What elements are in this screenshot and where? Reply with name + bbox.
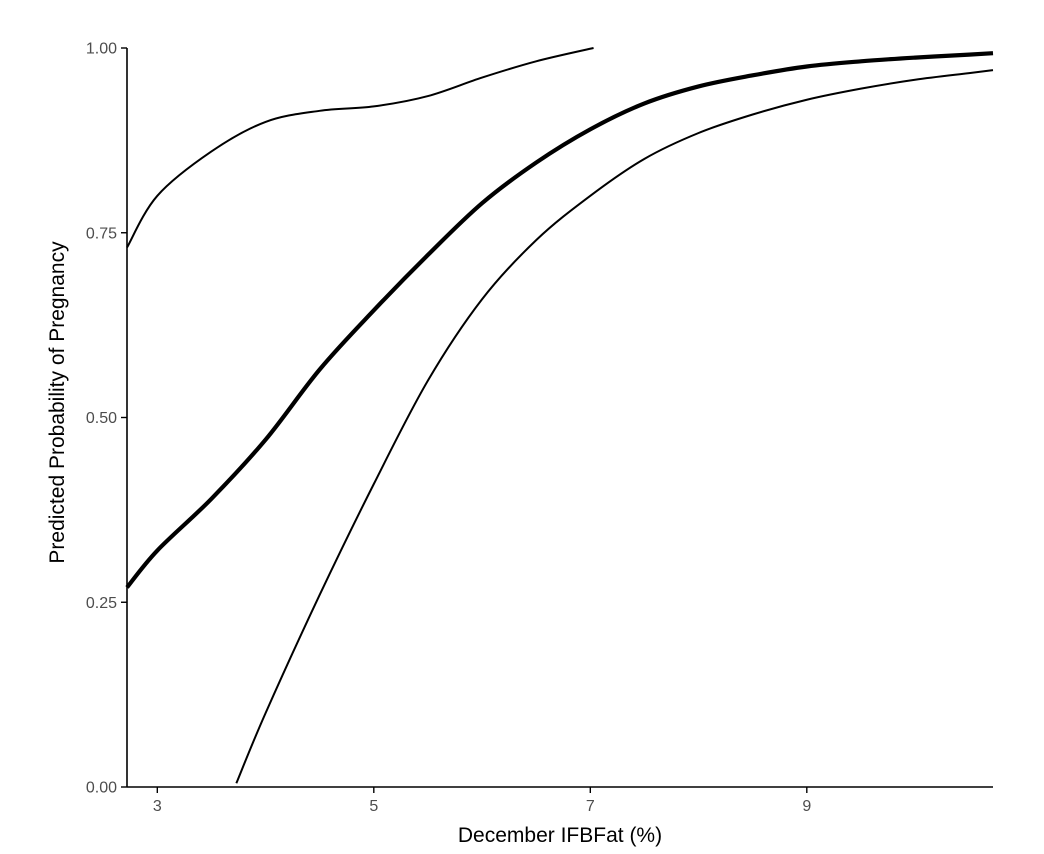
x-axis-title: December IFBFat (%)	[458, 824, 662, 847]
y-tick-label: 1.00	[86, 41, 117, 58]
x-tick-label: 3	[153, 798, 162, 815]
upper-curve	[126, 47, 594, 249]
x-tick-label: 5	[369, 798, 378, 815]
plot-lines	[125, 47, 994, 784]
y-axis-title: Predicted Probability of Pregnancy	[46, 241, 69, 564]
lower-curve	[235, 69, 994, 784]
fit-curve	[125, 51, 994, 589]
y-axis-ticks: 0.00 0.25 0.50 0.75 1.00	[86, 41, 127, 797]
x-tick-label: 9	[802, 798, 811, 815]
x-axis-ticks: 3 5 7 9	[153, 787, 811, 815]
y-tick-label: 0.50	[86, 410, 117, 427]
x-tick-label: 7	[586, 798, 595, 815]
y-tick-label: 0.00	[86, 780, 117, 797]
y-tick-label: 0.25	[86, 595, 117, 612]
y-tick-label: 0.75	[86, 225, 117, 242]
